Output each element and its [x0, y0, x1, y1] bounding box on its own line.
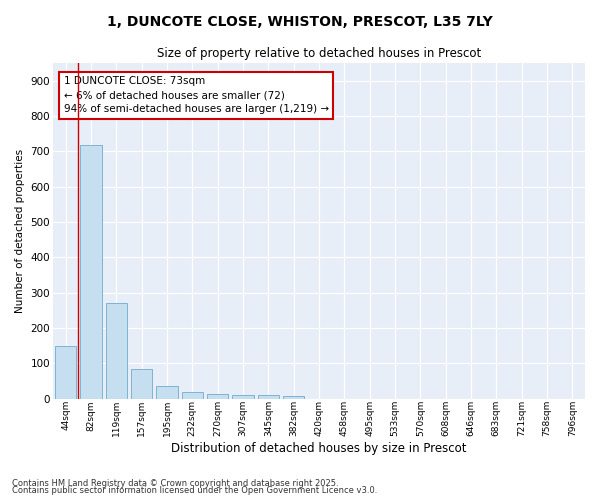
Bar: [257, 395, 279, 398]
Title: Size of property relative to detached houses in Prescot: Size of property relative to detached ho…: [157, 48, 481, 60]
Bar: [106, 302, 127, 398]
Bar: [131, 369, 152, 398]
Text: 1 DUNCOTE CLOSE: 73sqm
← 6% of detached houses are smaller (72)
94% of semi-deta: 1 DUNCOTE CLOSE: 73sqm ← 6% of detached …: [64, 76, 329, 114]
Bar: [283, 396, 304, 398]
Text: 1, DUNCOTE CLOSE, WHISTON, PRESCOT, L35 7LY: 1, DUNCOTE CLOSE, WHISTON, PRESCOT, L35 …: [107, 15, 493, 29]
Bar: [156, 386, 178, 398]
Bar: [80, 145, 102, 399]
X-axis label: Distribution of detached houses by size in Prescot: Distribution of detached houses by size …: [171, 442, 467, 455]
Bar: [55, 346, 76, 399]
Bar: [182, 392, 203, 398]
Bar: [232, 395, 254, 398]
Text: Contains public sector information licensed under the Open Government Licence v3: Contains public sector information licen…: [12, 486, 377, 495]
Bar: [207, 394, 229, 398]
Text: Contains HM Land Registry data © Crown copyright and database right 2025.: Contains HM Land Registry data © Crown c…: [12, 478, 338, 488]
Y-axis label: Number of detached properties: Number of detached properties: [15, 149, 25, 313]
